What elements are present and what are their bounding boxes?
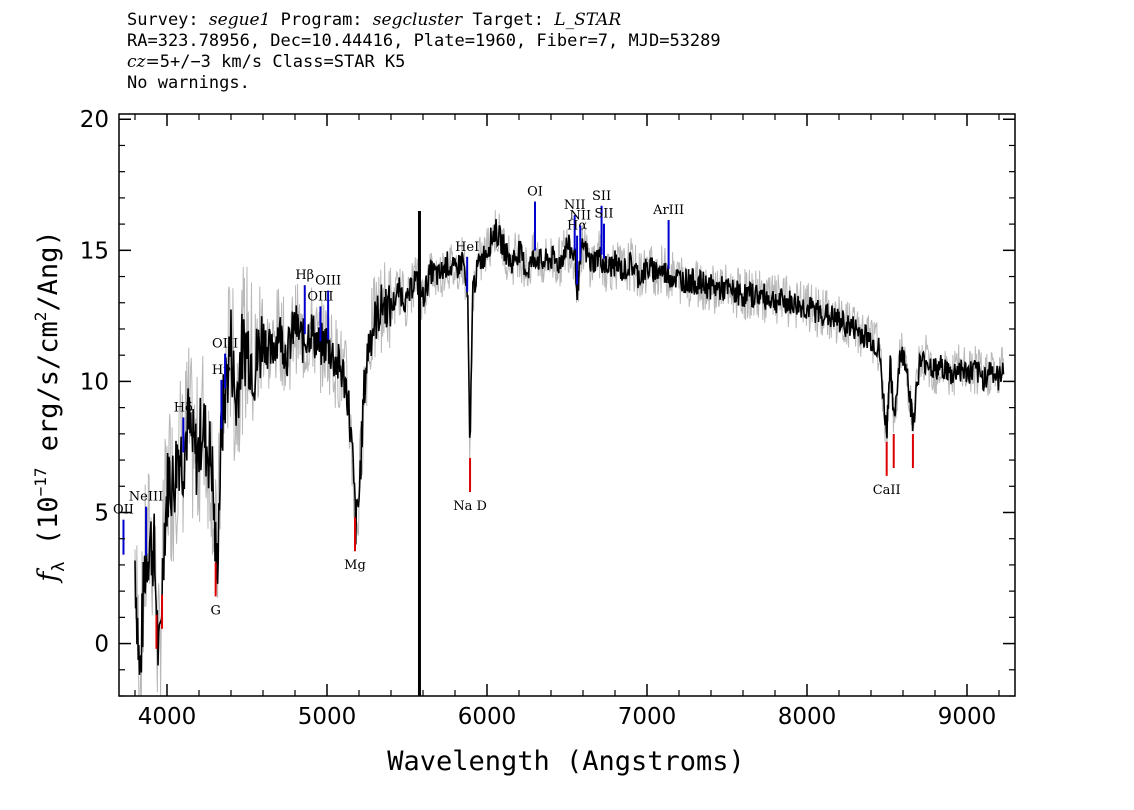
emission-line-label: ArIII: [652, 203, 684, 218]
target-label: Target:: [472, 10, 545, 30]
plot-frame: [118, 113, 1016, 697]
y-axis-label: fλ (10−17 erg/s/cm2/Ang): [31, 230, 69, 583]
cz-unit-class: km/s Class=STAR K5: [210, 52, 406, 72]
y-tick-label: 20: [80, 107, 109, 133]
spectrum-header: Survey: segue1 Program: segcluster Targe…: [127, 10, 721, 94]
emission-line-label: OIII: [212, 337, 238, 352]
emission-line-label: OIII: [315, 274, 341, 289]
emission-line-label: Hβ: [295, 268, 314, 283]
survey-label: Survey:: [127, 10, 199, 30]
x-tick-label: 9000: [938, 704, 997, 730]
x-axis-label: Wavelength (Angstroms): [387, 746, 745, 777]
cz-value: 5+/−3: [159, 52, 211, 72]
header-line-1: Survey: segue1 Program: segcluster Targe…: [127, 10, 721, 31]
emission-line-label: NeIII: [129, 490, 163, 505]
error-band: [134, 210, 1004, 697]
header-line-3: cz=5+/−3 km/s Class=STAR K5: [127, 52, 721, 73]
x-tick-label: 4000: [138, 704, 197, 730]
y-tick-label: 5: [94, 500, 109, 526]
emission-line-label: HeI: [455, 240, 479, 255]
flux-series: [134, 211, 1005, 696]
axes: 4000 5000 6000 7000 8000 9000 0 5 10 15 20: [80, 107, 1016, 730]
emission-line-label: OI: [527, 185, 543, 200]
survey-value: segue1: [208, 10, 271, 30]
emission-line-label: SII: [594, 207, 613, 222]
emission-line-label: Hδ: [174, 400, 193, 415]
x-tick-label: 6000: [458, 704, 517, 730]
x-tick-label: 7000: [618, 704, 677, 730]
absorption-line-label: CaII: [873, 483, 901, 498]
absorption-line-label: G: [210, 603, 220, 618]
emission-line-label: NII: [564, 198, 586, 213]
emission-line-label: NII: [569, 209, 591, 224]
header-line-4: No warnings.: [127, 73, 250, 93]
y-tick-label: 10: [80, 369, 109, 395]
cz-label: cz=: [127, 52, 160, 72]
x-tick-label: 5000: [298, 704, 357, 730]
header-line-2: RA=323.78956, Dec=10.44416, Plate=1960, …: [127, 31, 721, 51]
program-label: Program:: [280, 10, 363, 30]
y-tick-label: 15: [80, 238, 109, 264]
absorption-line-label: Mg: [344, 558, 366, 573]
flux-trace: [134, 218, 1005, 675]
y-tick-label: 0: [94, 632, 109, 658]
x-tick-label: 8000: [778, 704, 837, 730]
emission-line-label: OIII: [307, 289, 333, 304]
program-value: segcluster: [372, 10, 463, 30]
spectral-line-markers: OIINeIIIHδHγOIIIHβOIIIOIIIHeIOINIIHαNIIS…: [113, 185, 914, 649]
error-trace: [134, 210, 1004, 697]
emission-line-label: OII: [113, 503, 134, 518]
emission-line-label: Hγ: [212, 363, 231, 378]
emission-line-label: SII: [592, 189, 611, 204]
emission-line-label: Hα: [567, 219, 587, 234]
absorption-line-label: Na D: [453, 499, 487, 514]
target-value: L_STAR: [554, 10, 622, 30]
